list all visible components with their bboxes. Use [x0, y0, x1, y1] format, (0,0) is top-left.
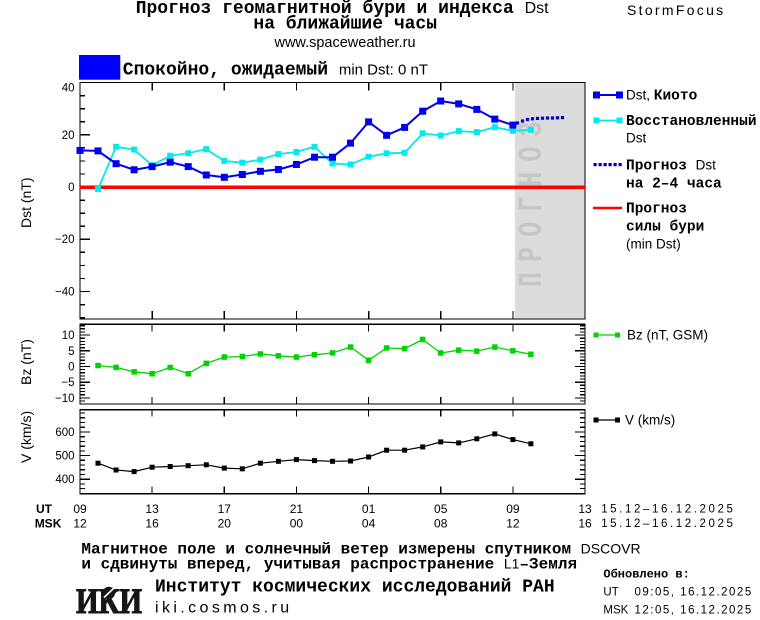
svg-text:ПРОГНОЗ: ПРОГНОЗ — [512, 111, 551, 287]
svg-text:Bz (nT): Bz (nT) — [18, 339, 34, 385]
svg-text:UT: UT — [603, 587, 618, 599]
svg-text:12: 12 — [73, 516, 87, 530]
svg-text:12:05, 16.12.2025: 12:05, 16.12.2025 — [635, 605, 753, 617]
svg-text:−5: −5 — [61, 377, 74, 389]
svg-text:09: 09 — [506, 502, 520, 516]
svg-text:iki.cosmos.ru: iki.cosmos.ru — [155, 600, 293, 617]
svg-text:16: 16 — [145, 516, 159, 530]
svg-text:20: 20 — [62, 130, 75, 142]
svg-text:05: 05 — [434, 502, 448, 516]
svg-text:Магнитное поле и солнечный вет: Магнитное поле и солнечный ветер измерен… — [81, 541, 640, 559]
svg-text:600: 600 — [55, 427, 74, 439]
svg-text:09: 09 — [73, 502, 87, 516]
svg-text:V (km/s): V (km/s) — [625, 413, 675, 428]
svg-text:Прогноз геомагнитной бури и ин: Прогноз геомагнитной бури и индекса Dst — [136, 0, 549, 19]
svg-text:Dst (nT): Dst (nT) — [18, 177, 34, 228]
svg-text:17: 17 — [218, 502, 232, 516]
svg-text:на ближайшие часы: на ближайшие часы — [253, 14, 437, 35]
svg-text:400: 400 — [55, 474, 74, 486]
svg-text:Обновлено в:: Обновлено в: — [603, 567, 689, 582]
svg-text:(min Dst): (min Dst) — [626, 236, 681, 251]
svg-text:Институт космических исследова: Институт космических исследований РАН — [155, 578, 555, 598]
svg-text:08: 08 — [434, 516, 448, 530]
svg-text:MSK: MSK — [603, 605, 628, 617]
svg-text:13: 13 — [145, 502, 159, 516]
svg-text:StormFocus: StormFocus — [627, 2, 725, 18]
svg-text:Dst, Киото: Dst, Киото — [626, 88, 698, 105]
svg-text:15.12–16.12.2025: 15.12–16.12.2025 — [601, 518, 735, 530]
svg-text:09:05, 16.12.2025: 09:05, 16.12.2025 — [635, 587, 753, 599]
svg-text:13: 13 — [578, 502, 592, 516]
svg-text:MSK: MSK — [35, 516, 62, 530]
svg-text:21: 21 — [290, 502, 304, 516]
svg-text:V (km/s): V (km/s) — [18, 411, 34, 463]
svg-text:Bz (nT, GSM): Bz (nT, GSM) — [627, 328, 708, 343]
svg-text:Восстановленный: Восстановленный — [626, 114, 757, 130]
svg-text:04: 04 — [362, 516, 376, 530]
svg-text:UT: UT — [36, 502, 53, 516]
svg-text:Dst: Dst — [626, 130, 646, 145]
svg-text:силы бури: силы бури — [626, 220, 704, 236]
svg-text:00: 00 — [290, 516, 304, 530]
svg-text:ИКИ: ИКИ — [76, 581, 142, 620]
svg-text:−20: −20 — [55, 234, 75, 246]
svg-text:5: 5 — [68, 346, 74, 358]
svg-text:на 2–4 часа: на 2–4 часа — [626, 176, 722, 192]
svg-text:www.spaceweather.ru: www.spaceweather.ru — [273, 35, 415, 51]
svg-text:16: 16 — [578, 516, 592, 530]
svg-text:12: 12 — [506, 516, 520, 530]
svg-text:40: 40 — [62, 82, 75, 94]
svg-text:10: 10 — [62, 330, 75, 342]
svg-text:Прогноз Dst: Прогноз Dst — [626, 157, 716, 174]
svg-text:−40: −40 — [55, 287, 75, 299]
svg-text:Прогноз: Прогноз — [626, 202, 687, 218]
svg-text:0: 0 — [68, 182, 74, 194]
svg-text:0: 0 — [68, 362, 74, 374]
svg-text:−10: −10 — [55, 393, 75, 405]
svg-text:20: 20 — [218, 516, 232, 530]
svg-text:500: 500 — [55, 451, 74, 463]
svg-text:15.12–16.12.2025: 15.12–16.12.2025 — [601, 504, 735, 516]
svg-text:Спокойно, ожидаемый min Dst: 0: Спокойно, ожидаемый min Dst: 0 nT — [123, 61, 428, 81]
svg-text:и сдвинуты вперед, учитывая ра: и сдвинуты вперед, учитывая распростране… — [81, 556, 577, 574]
svg-text:01: 01 — [362, 502, 376, 516]
